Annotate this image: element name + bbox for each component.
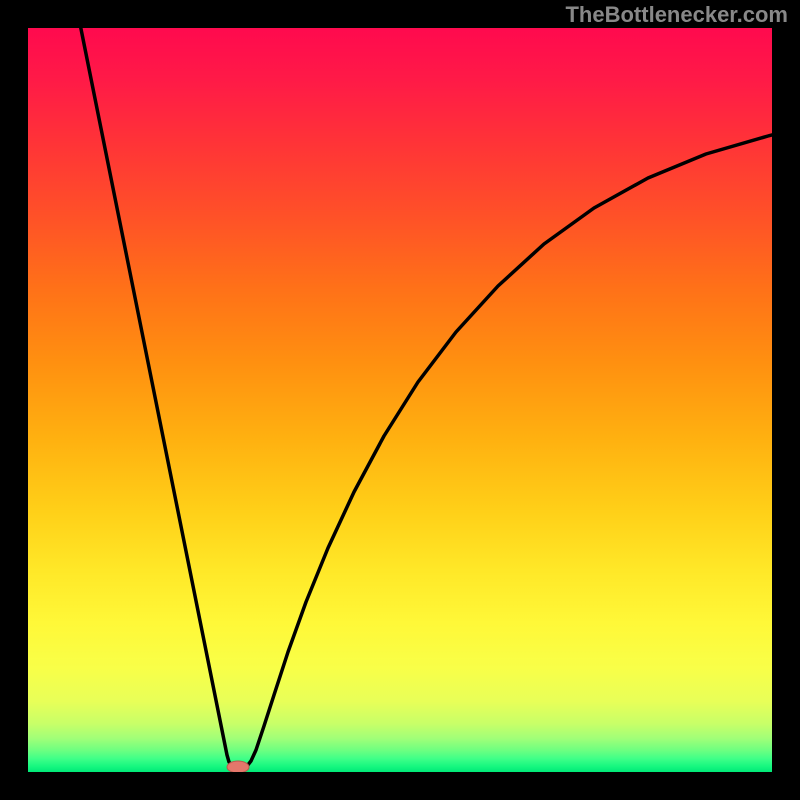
- optimal-point-marker: [227, 761, 249, 773]
- watermark-text: TheBottlenecker.com: [565, 2, 788, 28]
- chart-gradient-background: [28, 28, 772, 772]
- bottleneck-chart: [0, 0, 800, 800]
- chart-container: { "watermark": { "text": "TheBottlenecke…: [0, 0, 800, 800]
